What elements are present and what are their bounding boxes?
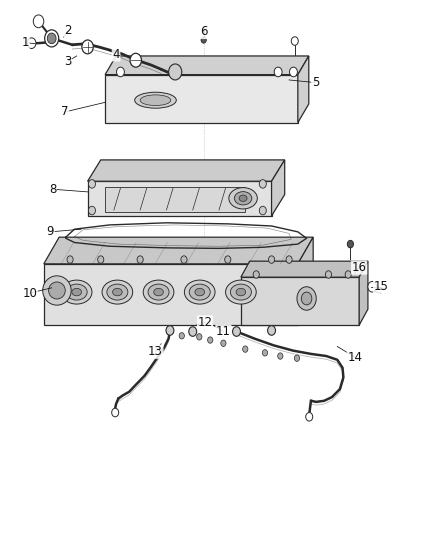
Circle shape <box>221 340 226 346</box>
Circle shape <box>259 180 266 188</box>
Polygon shape <box>44 237 313 264</box>
Ellipse shape <box>239 195 247 201</box>
Text: 7: 7 <box>61 106 69 118</box>
Ellipse shape <box>195 288 205 296</box>
Ellipse shape <box>102 280 133 304</box>
Circle shape <box>98 256 104 263</box>
Text: 12: 12 <box>198 316 212 329</box>
Circle shape <box>297 287 316 310</box>
Ellipse shape <box>184 280 215 304</box>
Circle shape <box>88 206 95 215</box>
Ellipse shape <box>189 284 210 300</box>
Ellipse shape <box>234 191 252 205</box>
Ellipse shape <box>43 276 71 305</box>
Circle shape <box>345 271 351 278</box>
Circle shape <box>274 67 282 77</box>
Circle shape <box>306 413 313 421</box>
Circle shape <box>347 240 353 248</box>
Polygon shape <box>241 277 359 325</box>
Polygon shape <box>88 181 272 216</box>
Text: 15: 15 <box>374 280 389 293</box>
Circle shape <box>253 271 259 278</box>
Circle shape <box>47 33 56 44</box>
Circle shape <box>243 346 248 352</box>
Polygon shape <box>298 56 309 123</box>
Ellipse shape <box>140 95 171 106</box>
Ellipse shape <box>66 284 87 300</box>
Circle shape <box>259 206 266 215</box>
Circle shape <box>169 64 182 80</box>
Circle shape <box>286 256 292 263</box>
Ellipse shape <box>229 188 257 209</box>
Circle shape <box>112 408 119 417</box>
Ellipse shape <box>107 284 128 300</box>
Polygon shape <box>298 237 313 325</box>
Polygon shape <box>272 160 285 216</box>
Circle shape <box>301 292 312 305</box>
Circle shape <box>88 180 95 188</box>
Text: 14: 14 <box>347 351 362 364</box>
Circle shape <box>179 333 184 339</box>
Polygon shape <box>44 264 298 325</box>
Text: 10: 10 <box>22 287 37 300</box>
Ellipse shape <box>134 92 176 108</box>
Ellipse shape <box>230 284 251 300</box>
Circle shape <box>225 256 231 263</box>
Circle shape <box>208 337 213 343</box>
Text: 5: 5 <box>312 76 319 89</box>
Polygon shape <box>105 56 309 75</box>
Circle shape <box>27 38 36 49</box>
Polygon shape <box>359 261 368 325</box>
Ellipse shape <box>236 288 246 296</box>
Polygon shape <box>88 160 285 181</box>
Circle shape <box>67 256 73 263</box>
Text: 3: 3 <box>64 55 71 68</box>
Ellipse shape <box>49 282 65 299</box>
Circle shape <box>291 37 298 45</box>
Circle shape <box>181 256 187 263</box>
Circle shape <box>368 281 377 292</box>
Circle shape <box>197 334 202 340</box>
Circle shape <box>189 327 197 336</box>
Text: 16: 16 <box>352 261 367 274</box>
Ellipse shape <box>72 288 81 296</box>
Ellipse shape <box>143 280 174 304</box>
Text: 9: 9 <box>46 225 54 238</box>
Circle shape <box>233 327 240 336</box>
Text: 4: 4 <box>112 48 120 61</box>
Circle shape <box>278 353 283 359</box>
Ellipse shape <box>61 280 92 304</box>
Circle shape <box>290 67 297 77</box>
Circle shape <box>166 326 174 335</box>
Circle shape <box>325 271 332 278</box>
Circle shape <box>82 40 93 54</box>
Circle shape <box>201 37 206 43</box>
Text: 6: 6 <box>200 26 208 38</box>
Polygon shape <box>105 75 298 123</box>
Ellipse shape <box>226 280 256 304</box>
Ellipse shape <box>113 288 122 296</box>
Circle shape <box>33 15 44 28</box>
Circle shape <box>45 30 59 47</box>
Circle shape <box>130 53 141 67</box>
Polygon shape <box>241 261 368 277</box>
Ellipse shape <box>154 288 163 296</box>
Ellipse shape <box>148 284 169 300</box>
Circle shape <box>294 355 300 361</box>
Text: 8: 8 <box>49 183 56 196</box>
Polygon shape <box>105 187 245 212</box>
Circle shape <box>268 256 275 263</box>
Text: 13: 13 <box>148 345 163 358</box>
Circle shape <box>137 256 143 263</box>
Circle shape <box>268 326 276 335</box>
Circle shape <box>262 350 268 356</box>
Circle shape <box>117 67 124 77</box>
Text: 2: 2 <box>64 25 72 37</box>
Text: 1: 1 <box>21 36 29 49</box>
Text: 11: 11 <box>216 325 231 338</box>
